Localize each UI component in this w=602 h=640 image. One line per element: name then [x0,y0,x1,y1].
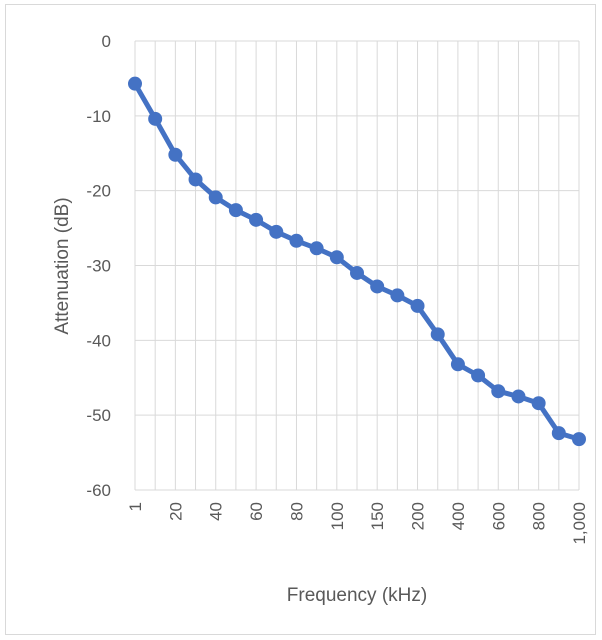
data-point [410,298,425,313]
y-axis-title: Attenuation (dB) [52,197,73,334]
data-point [309,241,324,256]
chart-frame [5,4,596,635]
x-axis-title: Frequency (kHz) [287,585,427,606]
data-point [350,265,364,280]
data-point [269,224,284,239]
data-point [370,279,385,294]
x-tick-label: 80 [287,502,306,521]
data-point [531,396,546,411]
data-point [168,147,183,162]
data-point [430,327,445,342]
data-point [572,432,586,447]
attenuation-series [128,76,586,447]
data-point [471,368,486,383]
x-tick-label: 400 [449,502,468,530]
y-tick-label: -10 [86,107,111,126]
data-point [450,357,465,372]
data-point [491,384,506,399]
y-tick-label: -40 [86,331,111,350]
data-point [188,172,203,187]
data-point [511,389,526,404]
data-point [289,233,304,248]
x-tick-label: 100 [328,502,347,530]
x-tick-label: 800 [530,502,549,530]
data-point [128,76,142,91]
y-tick-label: 0 [102,32,111,51]
data-point [208,190,223,205]
y-tick-label: -20 [86,182,111,201]
data-point [148,111,163,126]
x-tick-label: 20 [166,502,185,521]
x-tick-label: 40 [207,502,226,521]
x-tick-label: 1 [126,502,145,511]
y-tick-label: -60 [86,481,111,500]
x-axis-ticks: 1 20 40 60 80 100 150 200 400 600 800 1,000 [126,502,589,545]
data-point [329,250,344,265]
x-tick-label: 60 [247,502,266,521]
x-tick-label: 150 [368,502,387,530]
gridlines [134,40,580,491]
y-tick-label: -50 [86,406,111,425]
y-tick-label: -30 [86,257,111,276]
x-tick-label: 600 [489,502,508,530]
data-point [390,288,405,303]
x-tick-label: 1,000 [570,502,589,545]
x-tick-label: 200 [409,502,428,530]
data-point [551,426,566,441]
data-point [249,212,264,227]
data-point [228,203,243,218]
y-axis-ticks: 0 -10 -20 -30 -40 -50 -60 [86,32,111,500]
